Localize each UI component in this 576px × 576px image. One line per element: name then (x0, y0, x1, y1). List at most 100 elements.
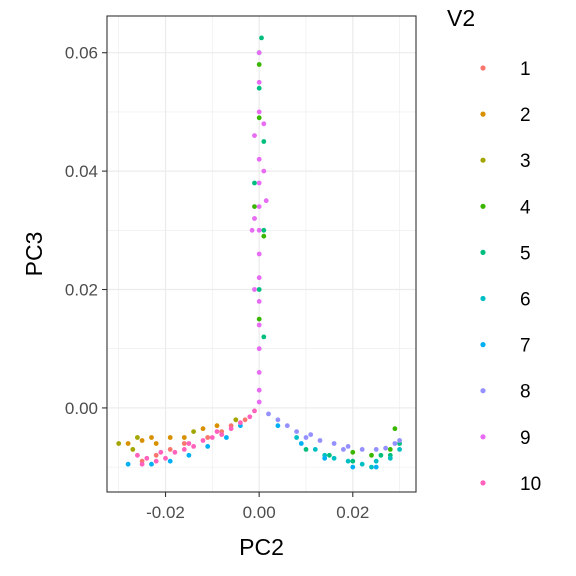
point-series-8 (392, 441, 398, 446)
legend-label-8: 8 (520, 382, 531, 403)
legend-key-5 (480, 249, 486, 255)
y-axis: 0.00 0.02 0.04 0.06 (65, 44, 107, 418)
legend-label-4: 4 (520, 197, 531, 218)
point-series-5 (261, 227, 267, 233)
point-series-9 (256, 251, 262, 257)
point-series-4 (261, 233, 267, 239)
point-series-3 (135, 435, 140, 440)
point-series-6 (373, 458, 379, 464)
point-series-7 (149, 461, 154, 467)
point-series-5 (259, 35, 264, 41)
point-series-1 (153, 452, 159, 458)
x-axis-title: PC2 (239, 534, 284, 560)
point-series-8 (397, 438, 402, 443)
point-series-7 (205, 444, 211, 449)
point-series-7 (298, 441, 304, 446)
point-series-9 (252, 287, 257, 292)
y-axis-title: PC3 (21, 232, 47, 277)
point-series-8 (373, 447, 379, 452)
point-series-8 (383, 445, 388, 451)
legend-label-1: 1 (520, 59, 531, 80)
legend-key-6 (480, 295, 486, 302)
point-series-4 (256, 316, 262, 322)
point-series-10 (139, 461, 145, 467)
point-series-3 (130, 447, 136, 452)
data-points (116, 35, 402, 470)
point-series-4 (369, 452, 374, 458)
point-series-8 (341, 447, 346, 452)
point-series-6 (294, 435, 299, 440)
y-tick-label: 0.02 (65, 281, 98, 300)
point-series-9 (263, 198, 269, 204)
point-series-2 (139, 438, 145, 443)
point-series-8 (294, 429, 299, 434)
point-series-8 (266, 411, 271, 417)
point-series-2 (149, 435, 154, 440)
legend-label-3: 3 (520, 151, 531, 172)
point-series-5 (261, 139, 267, 144)
point-series-5 (256, 287, 262, 292)
point-series-4 (256, 62, 262, 67)
legend-key-4 (480, 203, 486, 209)
point-series-6 (345, 458, 351, 464)
point-series-10 (172, 449, 178, 455)
legend-label-6: 6 (520, 290, 531, 311)
legend-key-9 (480, 434, 486, 440)
point-series-4 (392, 426, 398, 432)
legend-key-10 (480, 480, 486, 486)
point-series-10 (181, 447, 187, 452)
point-series-9 (256, 156, 262, 162)
point-series-6 (312, 447, 318, 452)
point-series-10 (219, 432, 225, 437)
point-series-5 (303, 447, 309, 452)
point-series-5 (252, 180, 257, 186)
point-series-5 (350, 458, 356, 464)
point-series-10 (191, 444, 197, 449)
legend-label-5: 5 (520, 243, 531, 264)
point-series-6 (397, 447, 402, 452)
legend-label-10: 10 (520, 474, 541, 495)
legend: V2 1 2 3 4 5 6 7 8 9 10 (447, 5, 541, 495)
point-series-10 (200, 438, 206, 443)
legend-key-8 (480, 388, 486, 394)
point-series-10 (158, 449, 164, 455)
point-series-9 (249, 227, 255, 233)
point-series-10 (135, 452, 140, 458)
legend-title: V2 (447, 5, 475, 31)
point-series-7 (322, 455, 328, 461)
legend-key-7 (480, 342, 486, 348)
point-series-6 (387, 455, 393, 461)
point-series-8 (331, 441, 337, 446)
x-tick-label: 0.02 (336, 503, 369, 522)
point-series-3 (116, 441, 122, 446)
point-series-10 (163, 455, 168, 461)
point-series-10 (214, 429, 220, 434)
point-series-10 (228, 426, 234, 432)
point-series-7 (167, 458, 173, 464)
x-axis: -0.02 0.00 0.02 (146, 492, 369, 522)
legend-label-9: 9 (520, 428, 531, 449)
point-series-2 (214, 423, 220, 429)
point-series-2 (153, 441, 159, 446)
point-series-8 (345, 444, 351, 449)
x-tick-label: 0.00 (243, 503, 276, 522)
legend-key-3 (480, 157, 486, 163)
point-series-8 (284, 423, 290, 429)
point-series-8 (308, 432, 314, 437)
point-series-4 (252, 204, 257, 210)
x-tick-label: -0.02 (146, 503, 185, 522)
point-series-4 (350, 449, 356, 455)
point-series-10 (153, 458, 159, 464)
point-series-7 (350, 464, 356, 470)
point-series-9 (256, 275, 262, 281)
point-series-6 (331, 455, 337, 461)
plot-border (106, 15, 417, 493)
y-tick-label: 0.06 (65, 44, 98, 63)
point-series-1 (205, 435, 211, 440)
y-tick-label: 0.00 (65, 399, 98, 418)
point-series-2 (167, 435, 173, 440)
point-series-1 (167, 447, 173, 452)
point-series-9 (256, 387, 262, 393)
point-series-5 (261, 334, 267, 340)
